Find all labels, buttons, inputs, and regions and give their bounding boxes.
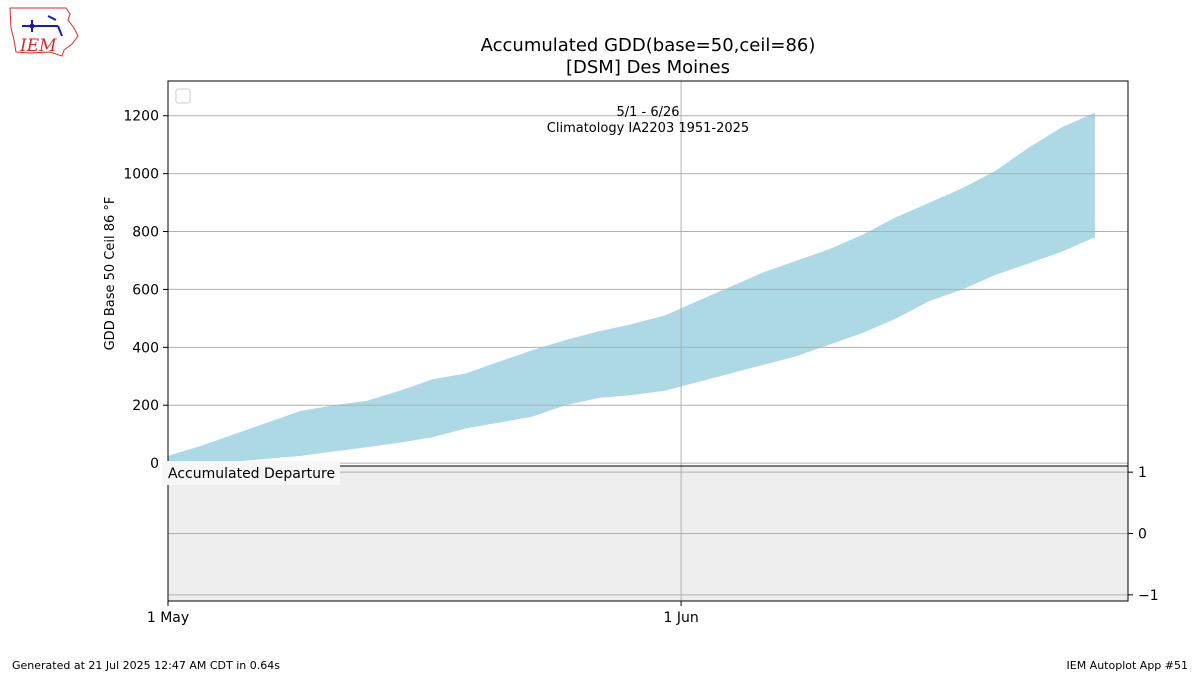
departure-y-tick-label: 1 [1138,465,1147,481]
departure-y-tick-label: 0 [1138,527,1147,543]
departure-plot-area: −1 0 1 1 May 1 Jun Accumulated Departure [147,461,1159,626]
footer-app-text: IEM Autoplot App #51 [1067,659,1189,672]
y-tick-label: 600 [132,282,159,298]
footer-generated-text: Generated at 21 Jul 2025 12:47 AM CDT in… [12,659,280,672]
x-tick-label: 1 May [147,610,189,626]
annotation-climatology: Climatology IA2203 1951-2025 [547,121,749,136]
gdd-plot-area: 0 200 400 600 800 1000 1200 5/1 - 6/26Climatolo… [103,80,1129,472]
climatology-band [168,112,1095,464]
chart-title-line2: [DSM] Des Moines [566,57,730,78]
logo-text: IEM [19,36,57,56]
y-axis-label: GDD Base 50 Ceil 86 °F [103,197,118,351]
y-tick-label: 1200 [123,109,159,125]
annotation-date-range: 5/1 - 6/26 [616,105,679,120]
x-tick-label: 1 Jun [663,610,698,626]
y-tick-label: 200 [132,398,159,414]
iem-logo: IEM [9,7,79,57]
y-tick-label: 800 [132,225,159,241]
y-tick-label: 1000 [123,167,159,183]
bottom-axes-frame [167,465,1129,602]
chart-title-line1: Accumulated GDD(base=50,ceil=86) [481,35,816,56]
departure-y-tick-label: −1 [1138,588,1159,604]
departure-title: Accumulated Departure [168,466,335,482]
departure-title-box [162,461,340,485]
y-tick-label: 0 [150,456,159,472]
legend-box [175,88,191,104]
y-tick-label: 400 [132,340,159,356]
